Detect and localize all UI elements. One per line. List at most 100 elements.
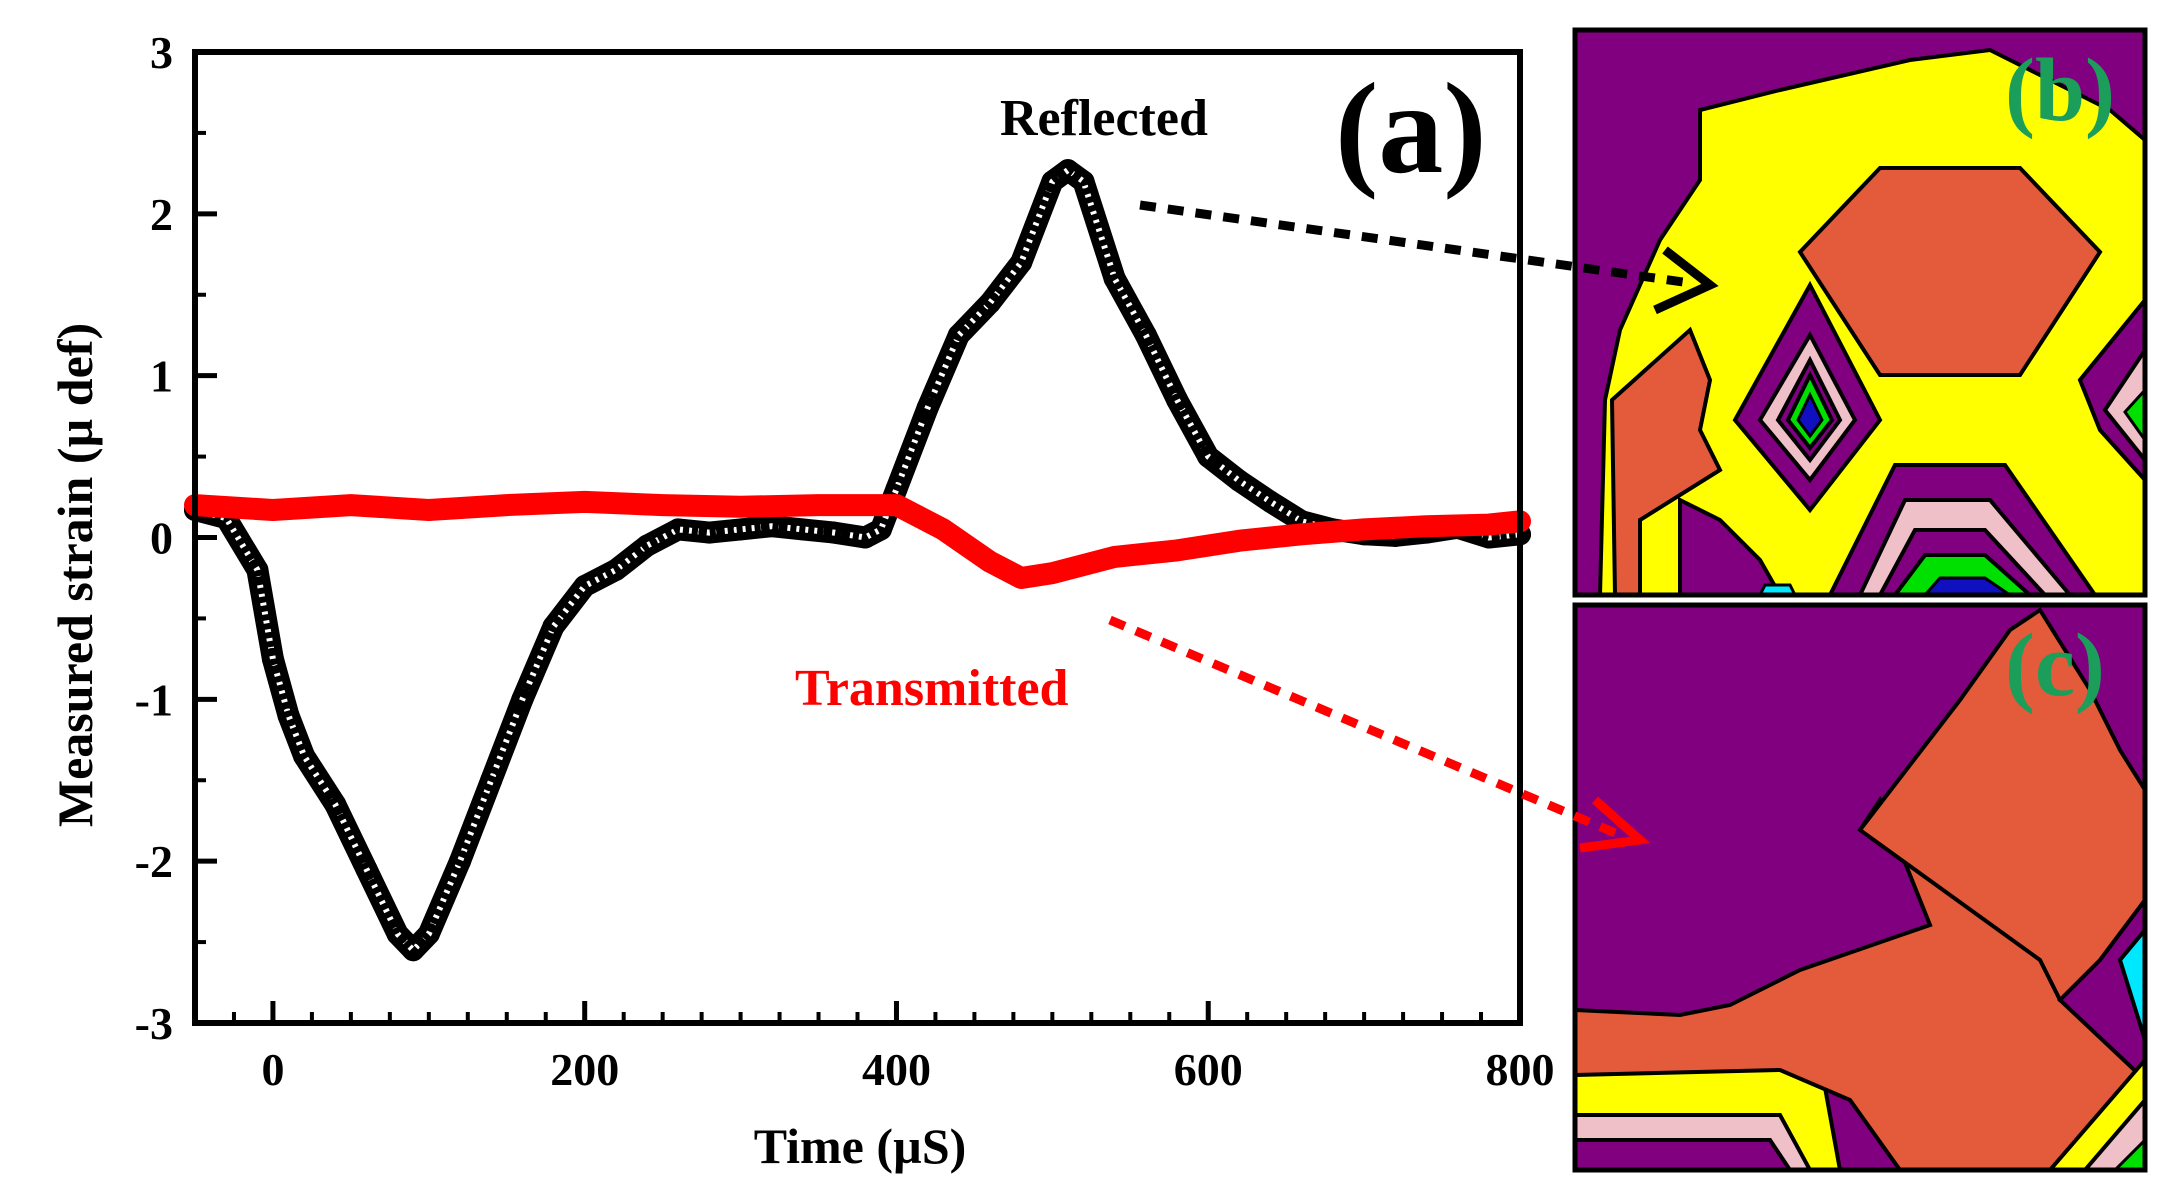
x-tick-label: 200 xyxy=(550,1044,619,1095)
series-marker-texture-reflected xyxy=(194,167,1521,954)
reflected-arrow xyxy=(1139,200,1691,288)
data-point xyxy=(947,324,970,347)
series-layer xyxy=(184,159,1531,962)
data-point xyxy=(449,850,471,873)
data-point xyxy=(760,515,783,538)
ticks-layer: 0 200 400 600 800 -3 -2 -1 0 1 2 3 xyxy=(135,27,1555,1095)
data-point xyxy=(402,939,425,962)
inset-c-orange-top xyxy=(1857,607,2145,1002)
series-line-reflected xyxy=(184,159,1531,962)
y-tick-label: -2 xyxy=(135,836,173,887)
x-tick-label: 600 xyxy=(1174,1044,1243,1095)
data-point xyxy=(1042,563,1063,584)
series-reflected xyxy=(184,159,1531,962)
inset-c-label: (c) xyxy=(2005,616,2105,715)
panel-a-label: (a) xyxy=(1335,57,1487,201)
data-point xyxy=(652,495,673,516)
y-tick-label: 1 xyxy=(150,351,173,402)
data-point xyxy=(1228,469,1251,492)
data-point xyxy=(261,647,284,670)
data-point xyxy=(293,745,316,767)
x-tick-label: 400 xyxy=(862,1044,931,1095)
arrows xyxy=(1108,200,1719,853)
data-point xyxy=(1134,324,1157,347)
data-point xyxy=(698,521,721,544)
data-point xyxy=(418,500,439,520)
data-point xyxy=(1056,159,1079,182)
data-point xyxy=(355,858,378,881)
data-point xyxy=(542,615,565,638)
data-point xyxy=(340,495,361,516)
y-tick-label: -3 xyxy=(135,998,173,1049)
inset-c-br-green xyxy=(2112,1137,2145,1170)
y-tick-label: 0 xyxy=(150,513,173,564)
inset-b-right-pink xyxy=(2102,346,2145,464)
inset-b-orange-left xyxy=(1609,326,1723,595)
data-point xyxy=(511,688,534,711)
data-point xyxy=(262,500,283,520)
data-point xyxy=(667,518,690,541)
inset-b: (b) xyxy=(1572,27,2148,598)
inset-c-br-pink xyxy=(2082,1096,2145,1170)
y-tick-label: 3 xyxy=(150,27,173,78)
reflected-arrow-head xyxy=(1653,246,1719,315)
inset-c-right-cyan xyxy=(2117,926,2145,1041)
x-tick-label: 0 xyxy=(261,1044,284,1095)
data-point xyxy=(386,923,409,945)
data-point xyxy=(246,558,269,581)
data-point xyxy=(636,534,659,557)
inset-c-right-purple xyxy=(2057,896,2145,1083)
series-line-transmitted xyxy=(184,490,1531,589)
data-point xyxy=(1166,388,1189,411)
inset-b-diamond-blue xyxy=(1796,391,1824,439)
data-point xyxy=(886,495,907,516)
data-point xyxy=(791,518,814,541)
inset-b-label: (b) xyxy=(2005,41,2115,140)
data-point xyxy=(1229,530,1250,551)
data-point xyxy=(1478,514,1499,535)
data-point xyxy=(916,397,939,419)
inset-c-frame xyxy=(1572,602,2148,1173)
data-point xyxy=(1197,445,1220,468)
data-point xyxy=(1011,568,1032,588)
data-point xyxy=(1167,540,1188,561)
data-point xyxy=(496,495,517,516)
main-plot: 0 200 400 600 800 -3 -2 -1 0 1 2 3 (a) Reflected Tr… xyxy=(47,27,1555,1174)
data-point xyxy=(604,558,627,581)
inset-b-orange-top xyxy=(1797,166,2103,377)
data-point xyxy=(573,575,596,597)
data-point xyxy=(980,551,1000,572)
transmitted-arrow-head xyxy=(1579,796,1651,853)
y-tick-label: -1 xyxy=(135,674,173,725)
data-point xyxy=(1354,519,1375,540)
inset-c-bottom-purple xyxy=(1575,1138,1793,1170)
data-point xyxy=(277,704,300,727)
data-point xyxy=(808,495,829,516)
data-point xyxy=(1072,170,1095,193)
inset-c: (c) xyxy=(1572,602,2148,1173)
data-point xyxy=(823,521,846,544)
y-tick-label: 2 xyxy=(150,189,173,240)
data-point xyxy=(729,518,752,541)
data-point xyxy=(324,793,347,816)
reflected-series-label: Reflected xyxy=(1000,90,1208,147)
x-axis-title: Time (µS) xyxy=(754,1118,967,1174)
inset-b-frame xyxy=(1572,27,2148,598)
data-point xyxy=(1010,251,1033,274)
x-tick-label: 800 xyxy=(1486,1044,1555,1095)
inset-b-bottom-blue xyxy=(1922,576,2013,595)
transmitted-series-label: Transmitted xyxy=(795,660,1069,717)
y-axis-title: Measured strain (µ def) xyxy=(47,323,103,827)
transmitted-arrow xyxy=(1108,615,1622,840)
data-point xyxy=(1103,267,1126,290)
data-point xyxy=(1416,516,1437,537)
data-point xyxy=(869,518,892,541)
inset-b-purple-bottom xyxy=(1678,496,1783,595)
data-point xyxy=(1104,546,1125,567)
inset-b-right-green xyxy=(2123,387,2145,443)
data-point xyxy=(933,519,954,540)
series-transmitted xyxy=(184,490,1531,589)
data-point xyxy=(1291,524,1312,545)
data-point xyxy=(730,496,751,517)
